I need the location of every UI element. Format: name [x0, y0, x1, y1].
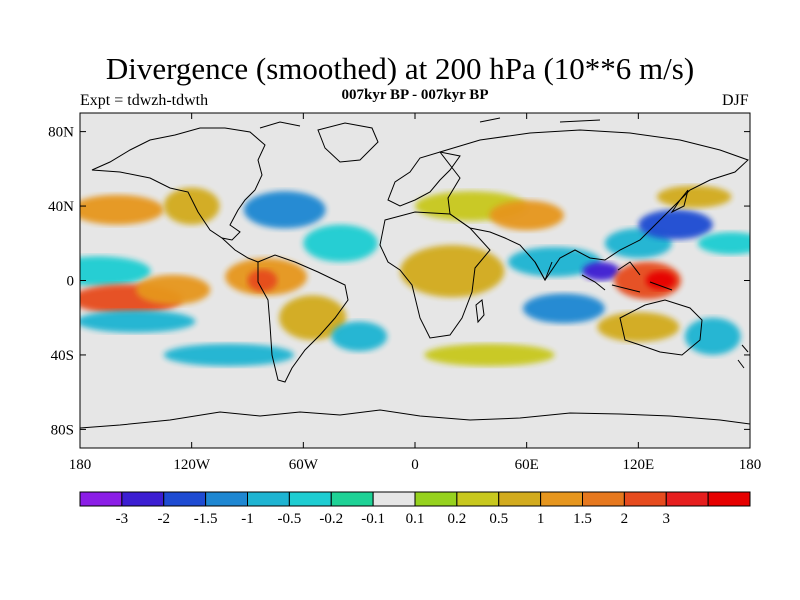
x-tick-label-3: 0 [411, 457, 419, 473]
colorbar-swatch-9 [456, 491, 500, 507]
colorbar-label-2: -1.5 [194, 511, 218, 527]
divergence-region-7 [247, 269, 278, 292]
colorbar-label-13: 3 [663, 511, 671, 527]
divergence-region-23 [697, 232, 750, 255]
divergence-region-16 [522, 293, 605, 324]
colorbar-label-9: 0.5 [489, 511, 508, 527]
axis-tick-labels: 80N 40N 0 40S 80S 180 120W 60W 0 60E 120E 180 [48, 125, 761, 473]
divergence-region-21 [638, 209, 713, 240]
divergence-region-27 [424, 343, 555, 367]
map-plot-area [80, 113, 750, 448]
colorbar-label-12: 2 [621, 511, 629, 527]
divergence-region-26 [163, 343, 295, 367]
y-tick-label-3: 40S [51, 348, 74, 364]
colorbar-label-4: -0.5 [278, 511, 302, 527]
map-title: Divergence (smoothed) at 200 hPa (10**6 … [105, 51, 695, 86]
x-tick-label-1: 120W [173, 457, 211, 473]
x-tick-label-5: 120E [622, 457, 654, 473]
colorbar-labels: -3 -2 -1.5 -1 -0.5 -0.2 -0.1 0.1 0.2 0.5 1 1.5 2 3 [116, 511, 670, 527]
colorbar-swatch-11 [540, 491, 583, 507]
x-tick-label-4: 60E [515, 457, 539, 473]
colorbar-label-8: 0.2 [448, 511, 467, 527]
coastlines [80, 117, 750, 429]
divergence-region-19 [645, 271, 676, 290]
divergence-region-9 [303, 224, 378, 262]
y-tick-label-1: 40N [48, 199, 74, 215]
colorbar-swatch-13 [623, 491, 667, 507]
experiment-label: Expt = tdwzh-tdwth [80, 92, 209, 109]
divergence-region-10 [279, 295, 347, 341]
colorbar-label-3: -1 [241, 511, 254, 527]
colorbar-swatch-6 [330, 491, 374, 507]
season-label: DJF [722, 92, 749, 109]
divergence-region-25 [684, 317, 741, 355]
divergence-region-11 [331, 321, 388, 352]
colorbar-label-6: -0.1 [361, 511, 385, 527]
colorbar-swatch-10 [498, 491, 542, 507]
divergence-region-0 [80, 256, 151, 287]
divergence-region-17 [582, 261, 620, 281]
divergence-region-3 [80, 310, 196, 333]
divergence-region-12 [400, 245, 505, 298]
colorbar-label-1: -2 [158, 511, 171, 527]
colorbar-swatch-5 [288, 491, 332, 507]
divergence-region-14 [489, 200, 564, 231]
colorbar-swatch-3 [205, 491, 248, 507]
x-tick-label-0: 180 [69, 457, 92, 473]
y-tick-label-2: 0 [67, 274, 75, 290]
colorbar-swatch-7 [372, 491, 416, 507]
divergence-region-5 [163, 187, 220, 225]
divergence-region-2 [135, 274, 211, 305]
colorbar-label-7: 0.1 [406, 511, 425, 527]
colorbar [79, 491, 751, 507]
colorbar-swatch-14 [665, 491, 709, 507]
colorbar-swatch-12 [582, 491, 625, 507]
divergence-region-8 [243, 191, 326, 229]
colorbar-swatch-15 [707, 491, 751, 507]
divergence-field [80, 185, 750, 367]
x-tick-label-2: 60W [289, 457, 319, 473]
colorbar-swatch-2 [163, 491, 207, 507]
x-tick-label-6: 180 [739, 457, 762, 473]
y-tick-label-0: 80N [48, 125, 74, 141]
colorbar-swatch-4 [247, 491, 290, 507]
colorbar-swatch-0 [79, 491, 123, 507]
map-subtitle: 007kyr BP - 007kyr BP [341, 87, 489, 103]
colorbar-label-10: 1 [537, 511, 545, 527]
divergence-region-24 [597, 312, 680, 342]
axis-ticks [79, 113, 751, 448]
colorbar-swatch-1 [121, 491, 165, 507]
divergence-region-4 [80, 194, 164, 225]
divergence-region-22 [656, 185, 732, 208]
colorbar-label-11: 1.5 [573, 511, 592, 527]
y-tick-label-4: 80S [51, 422, 74, 438]
colorbar-label-0: -3 [116, 511, 129, 527]
colorbar-swatch-8 [414, 491, 458, 507]
divergence-region-15 [508, 247, 602, 277]
colorbar-label-5: -0.2 [319, 511, 343, 527]
